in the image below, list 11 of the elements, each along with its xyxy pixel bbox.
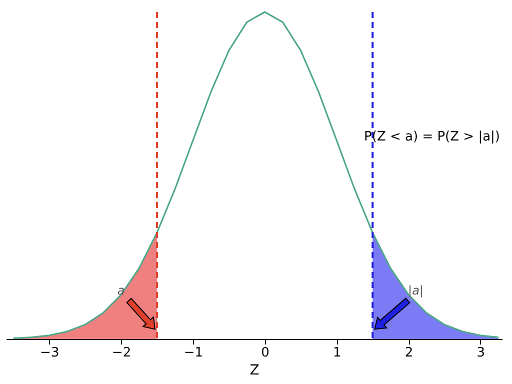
x-tick-label: −1 <box>184 346 203 360</box>
x-tick-label: −3 <box>40 346 60 360</box>
x-tick-label: −2 <box>112 346 132 360</box>
x-tick-label: 1 <box>333 346 342 360</box>
annotation: P(Z < a) = P(Z > |a|) <box>364 129 500 144</box>
annotation: a <box>117 283 125 298</box>
x-tick-label: 3 <box>476 346 486 360</box>
x-axis-title: Z <box>250 362 260 378</box>
annotation: |a| <box>408 283 424 298</box>
x-tick-label: 0 <box>261 346 270 360</box>
x-tick-label: 2 <box>404 346 414 360</box>
